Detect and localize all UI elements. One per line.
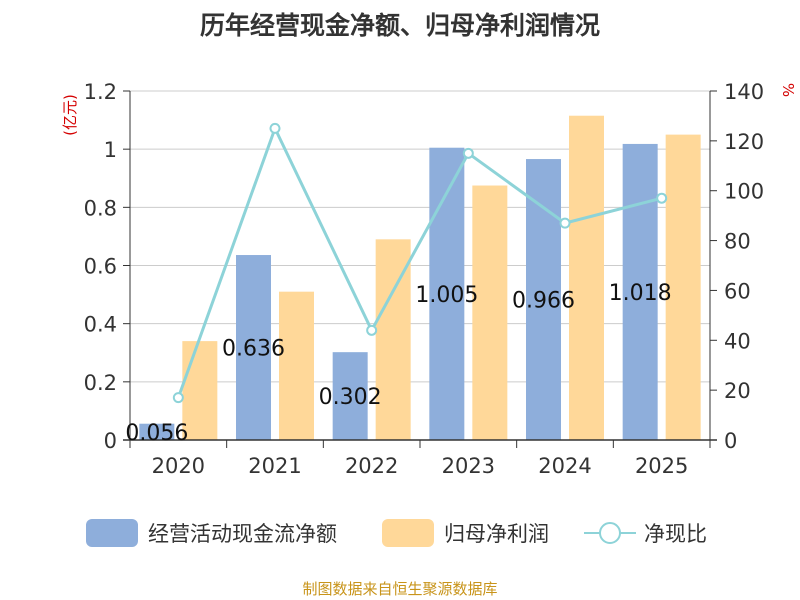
bar-data-label: 1.018: [609, 281, 672, 306]
y-right-tick-label: 140: [724, 80, 764, 104]
y-left-tick-label: 0: [104, 429, 117, 453]
legend-item-profit[interactable]: 归母净利润: [382, 518, 549, 548]
legend-label-ratio: 净现比: [644, 522, 707, 546]
line-ratio-point: [172, 392, 184, 404]
y-left-tick-label: 0.2: [84, 371, 117, 395]
y-left-tick-label: 0.8: [84, 196, 117, 220]
y-right-tick-label: 60: [724, 279, 751, 303]
bar-data-label: 0.966: [512, 289, 575, 314]
y-left-tick-label: 1.2: [84, 80, 117, 104]
bar-profit: [279, 291, 314, 440]
y-right-tick-label: 40: [724, 329, 751, 353]
bar-data-label: 1.005: [415, 283, 478, 308]
bar-data-label: 0.636: [222, 337, 285, 362]
y-left-axis-label: (亿元): [61, 94, 79, 136]
line-ratio-point: [462, 147, 474, 159]
legend-swatch-ratio: [584, 519, 636, 547]
line-ratio-point: [269, 122, 281, 134]
x-tick-label: 2024: [538, 454, 591, 478]
y-left-tick-label: 0.4: [84, 313, 117, 337]
bar-cashflow: [622, 143, 658, 440]
bar-profit: [375, 239, 411, 440]
bar-profit: [665, 134, 701, 440]
legend-swatch-profit: [382, 519, 434, 547]
line-ratio: [176, 124, 663, 399]
bar-cashflow: [332, 352, 368, 440]
legend: 经营活动现金流净额 归母净利润 净现比: [0, 518, 800, 552]
legend-item-ratio[interactable]: 净现比: [584, 518, 707, 548]
y-right-tick-label: 20: [724, 379, 751, 403]
line-ratio-point: [366, 324, 378, 336]
x-tick-label: 2021: [248, 454, 301, 478]
x-tick-label: 2025: [635, 454, 688, 478]
bar-data-label: 0.056: [125, 421, 188, 446]
legend-item-cashflow[interactable]: 经营活动现金流净额: [86, 518, 337, 548]
x-tick-label: 2023: [442, 454, 495, 478]
y-right-tick-label: 0: [724, 429, 737, 453]
bar-cashflow: [429, 147, 465, 440]
y-right-tick-label: 80: [724, 230, 751, 254]
x-tick-label: 2020: [152, 454, 205, 478]
bar-profit: [182, 341, 218, 440]
y-right-tick-label: 100: [724, 180, 764, 204]
chart-plot: 0 0.2 0.4 0.6 0.8 1 1.2 0 20 40 60 80 100 120 140 (亿元)%…: [61, 80, 797, 478]
bar-cashflow: [139, 423, 175, 440]
x-tick-label: 2022: [345, 454, 398, 478]
line-ratio-point: [656, 192, 668, 204]
bar-profit: [472, 185, 508, 440]
y-left-tick-label: 0.6: [84, 255, 117, 279]
bar-data-label: 0.302: [319, 385, 382, 410]
y-left-tick-label: 1: [104, 138, 117, 162]
y-right-axis-label: %: [779, 83, 797, 97]
legend-label-cashflow: 经营活动现金流净额: [148, 522, 337, 546]
line-ratio-point: [559, 217, 571, 229]
source-note: 制图数据来自恒生聚源数据库: [302, 580, 498, 598]
legend-label-profit: 归母净利润: [444, 522, 549, 546]
bar-profit: [569, 115, 604, 441]
legend-swatch-cashflow: [86, 519, 138, 547]
y-right-tick-label: 120: [724, 130, 764, 154]
bar-cashflow: [236, 255, 271, 440]
chart-title: 历年经营现金净额、归母净利润情况: [199, 11, 600, 40]
